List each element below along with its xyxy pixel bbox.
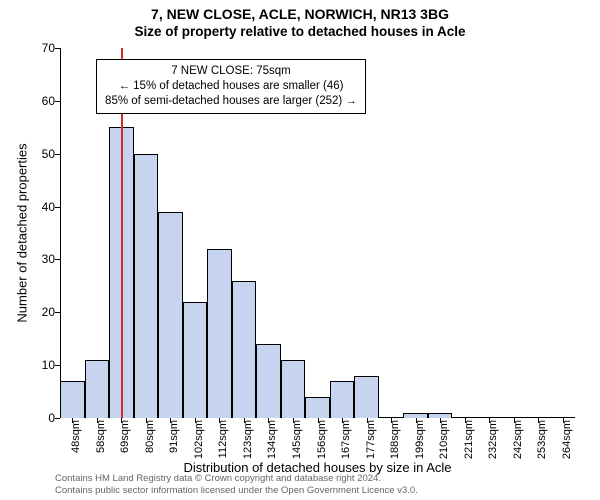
x-tick-label: 69sqm xyxy=(119,420,131,453)
y-tick-mark xyxy=(55,207,60,208)
chart-title-line1: 7, NEW CLOSE, ACLE, NORWICH, NR13 3BG xyxy=(0,6,600,22)
y-tick-label: 0 xyxy=(30,411,55,425)
x-tick-label: 232sqm xyxy=(487,420,499,459)
x-tick-label: 188sqm xyxy=(389,420,401,459)
x-tick-label: 167sqm xyxy=(340,420,352,459)
y-tick-label: 70 xyxy=(30,41,55,55)
footnote-line1: Contains HM Land Registry data © Crown c… xyxy=(55,473,381,484)
x-tick-label: 48sqm xyxy=(70,420,82,453)
x-tick-label: 112sqm xyxy=(217,420,229,458)
histogram-bar xyxy=(85,360,110,418)
x-tick-label: 58sqm xyxy=(95,420,107,453)
y-tick-label: 60 xyxy=(30,94,55,108)
y-tick-mark xyxy=(55,48,60,49)
x-tick-label: 145sqm xyxy=(291,420,303,459)
x-tick-label: 253sqm xyxy=(536,420,548,459)
y-tick-label: 30 xyxy=(30,252,55,266)
y-tick-mark xyxy=(55,418,60,419)
y-tick-mark xyxy=(55,101,60,102)
y-tick-label: 20 xyxy=(30,305,55,319)
y-tick-mark xyxy=(55,154,60,155)
y-tick-label: 10 xyxy=(30,358,55,372)
x-tick-label: 91sqm xyxy=(168,420,180,453)
y-tick-mark xyxy=(55,259,60,260)
histogram-bar xyxy=(158,212,183,418)
annotation-line: 85% of semi-detached houses are larger (… xyxy=(105,94,357,109)
x-tick-label: 264sqm xyxy=(561,420,573,459)
y-axis-label: Number of detached properties xyxy=(15,143,30,322)
y-tick-label: 50 xyxy=(30,147,55,161)
x-tick-label: 80sqm xyxy=(144,420,156,453)
annotation-box: 7 NEW CLOSE: 75sqm← 15% of detached hous… xyxy=(96,59,366,114)
y-tick-mark xyxy=(55,365,60,366)
annotation-line: 7 NEW CLOSE: 75sqm xyxy=(105,64,357,79)
histogram-bar xyxy=(60,381,85,418)
histogram-bar xyxy=(305,397,330,418)
x-tick-label: 156sqm xyxy=(316,420,328,459)
x-tick-label: 177sqm xyxy=(365,420,377,459)
x-tick-label: 221sqm xyxy=(463,420,475,459)
chart-title-line2: Size of property relative to detached ho… xyxy=(0,24,600,39)
y-tick-label: 40 xyxy=(30,200,55,214)
y-tick-mark xyxy=(55,312,60,313)
histogram-bar xyxy=(232,281,257,418)
x-tick-label: 102sqm xyxy=(193,420,205,459)
x-tick-label: 123sqm xyxy=(242,420,254,459)
histogram-bar xyxy=(281,360,306,418)
footnote: Contains HM Land Registry data © Crown c… xyxy=(55,473,418,496)
footnote-line2: Contains public sector information licen… xyxy=(55,485,418,496)
x-tick-label: 210sqm xyxy=(438,420,450,459)
x-tick-label: 242sqm xyxy=(512,420,524,459)
annotation-line: ← 15% of detached houses are smaller (46… xyxy=(105,79,357,94)
x-tick-label: 134sqm xyxy=(266,420,278,459)
histogram-bar xyxy=(354,376,379,418)
chart-plot-area: 01020304050607048sqm58sqm69sqm80sqm91sqm… xyxy=(60,48,575,418)
histogram-bar xyxy=(134,154,159,418)
x-tick-label: 199sqm xyxy=(414,420,426,459)
histogram-bar xyxy=(330,381,355,418)
histogram-bar xyxy=(183,302,208,418)
histogram-bar xyxy=(256,344,281,418)
histogram-bar xyxy=(207,249,232,418)
